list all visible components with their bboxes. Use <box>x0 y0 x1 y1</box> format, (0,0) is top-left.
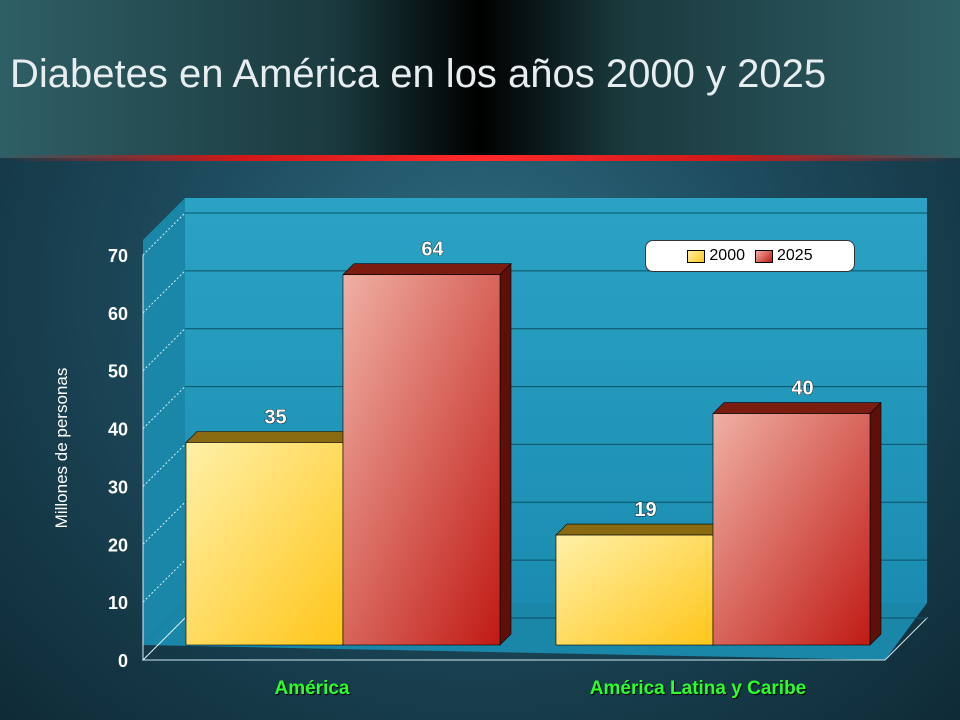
gridline-side-60 <box>142 270 186 314</box>
bar-side-america-latina-2025 <box>869 401 882 646</box>
gridline-side-50 <box>142 328 186 372</box>
legend-swatch-2000 <box>687 249 706 263</box>
slide-title: Diabetes en América en los años 2000 y 2… <box>10 52 827 96</box>
legend-label-2000: 2000 <box>709 247 745 264</box>
legend-item-2025: 2025 <box>755 247 813 265</box>
gridline-side-40 <box>142 386 186 429</box>
data-label-america-latina-2000: 19 <box>634 499 656 521</box>
bar-top-america-latina-2000 <box>555 523 725 536</box>
y-tick-label-30: 30 <box>108 477 128 497</box>
gridline-side-0 <box>142 617 186 661</box>
bar-america-2000 <box>185 442 344 646</box>
chart-side-wall <box>143 198 185 645</box>
slide-header <box>0 0 960 158</box>
y-tick-label-50: 50 <box>108 362 128 382</box>
bar-side-america-2025 <box>499 262 512 646</box>
bar-america-2025 <box>342 274 501 646</box>
x-category-label-america-latina: América Latina y Caribe <box>589 678 807 699</box>
data-label-america-2025: 64 <box>421 239 444 261</box>
legend-swatch-2025 <box>755 249 773 263</box>
data-label-america-2000: 35 <box>264 407 286 429</box>
red-divider <box>0 155 960 161</box>
bar-top-america-latina-2025 <box>712 402 882 414</box>
y-tick-label-60: 60 <box>108 304 128 324</box>
chart-legend: 2000 2025 <box>645 240 855 272</box>
bar-top-america-2000 <box>185 431 355 443</box>
bar-america-latina-2025 <box>712 413 871 646</box>
legend-item-2000: 2000 <box>687 247 745 265</box>
gridline-side-70 <box>142 212 186 256</box>
y-axis-label: Millones de personas <box>52 367 71 529</box>
y-tick-label-0: 0 <box>118 651 128 671</box>
gridline-side-20 <box>142 501 186 545</box>
x-category-label-america: América <box>274 678 350 699</box>
bar-america-latina-2000 <box>555 534 714 646</box>
bar-top-america-2025 <box>342 263 512 276</box>
y-tick-label-20: 20 <box>108 535 128 555</box>
gridline-side-30 <box>142 444 186 487</box>
legend-label-2025: 2025 <box>777 247 813 264</box>
data-label-america-latina-2025: 40 <box>791 378 813 400</box>
gridline-side-10 <box>142 559 186 603</box>
y-tick-label-10: 10 <box>108 593 128 613</box>
y-tick-label-70: 70 <box>108 246 128 266</box>
y-tick-label-40: 40 <box>108 420 128 440</box>
